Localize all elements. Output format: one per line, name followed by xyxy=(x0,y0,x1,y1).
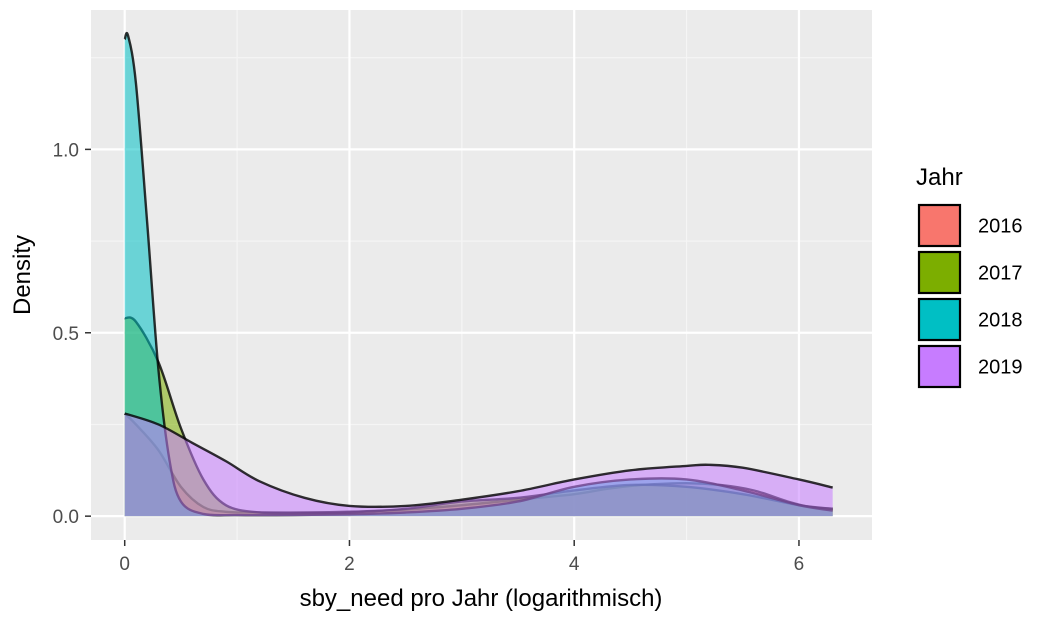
y-tick-label: 1.0 xyxy=(53,140,79,161)
x-axis-title: sby_need pro Jahr (logarithmisch) xyxy=(300,585,663,612)
legend-swatch-2016 xyxy=(917,203,962,248)
legend-label-2018: 2018 xyxy=(978,310,1023,332)
y-axis-title: Density xyxy=(9,235,36,315)
grid-minor xyxy=(91,10,872,540)
legend-label-2017: 2017 xyxy=(978,263,1023,285)
y-tick-label: 0.0 xyxy=(53,507,79,528)
legend-swatch-2018 xyxy=(917,297,962,342)
legend-label-2019: 2019 xyxy=(978,357,1023,379)
legend-swatch-2019 xyxy=(917,344,962,389)
y-axis: 0.0 0.5 1.0 xyxy=(53,140,91,528)
x-axis: 0 2 4 6 xyxy=(119,540,804,575)
density-area-2019 xyxy=(124,413,833,517)
legend-label-2016: 2016 xyxy=(978,216,1023,238)
density-line-2019 xyxy=(124,412,833,508)
x-tick-label: 6 xyxy=(794,554,805,575)
legend-title: Jahr xyxy=(916,164,963,191)
x-tick-label: 2 xyxy=(344,554,355,575)
x-tick-label: 0 xyxy=(119,554,130,575)
x-tick-label: 4 xyxy=(569,554,580,575)
legend: Jahr 2016 2017 2018 2019 xyxy=(916,164,1023,389)
y-tick-label: 0.5 xyxy=(53,324,79,345)
density-areas xyxy=(123,31,833,517)
legend-swatch-2017 xyxy=(917,250,962,295)
panel-background xyxy=(91,10,872,540)
